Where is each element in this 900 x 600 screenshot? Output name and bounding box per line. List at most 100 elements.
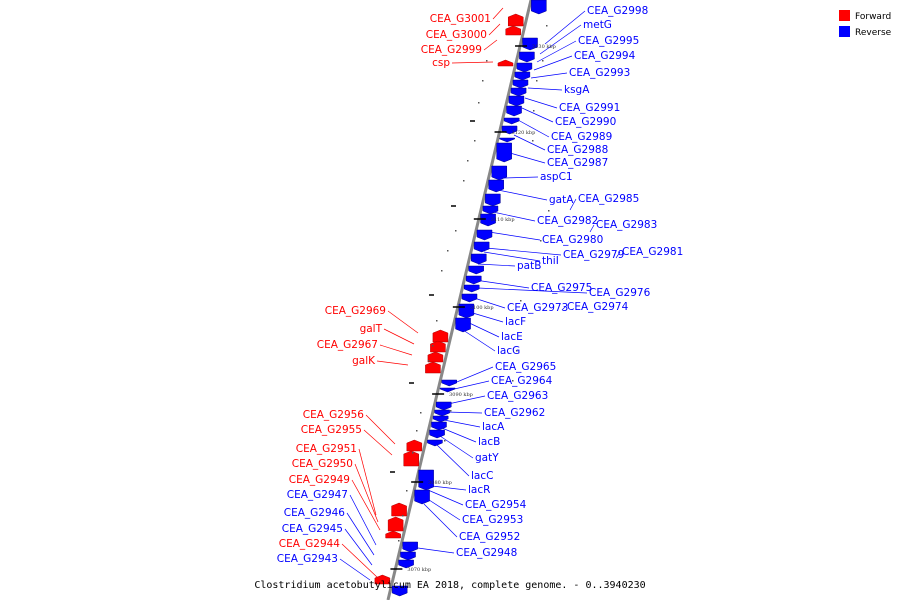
legend: Forward Reverse <box>839 10 892 38</box>
reverse-gene-block <box>516 62 533 73</box>
gene-label: CEA_G2985 <box>578 193 639 205</box>
reverse-gene-block <box>455 317 471 333</box>
label-connector <box>536 40 577 63</box>
position-marker <box>520 300 522 302</box>
reverse-gene-block <box>414 489 430 505</box>
label-connector <box>477 287 588 294</box>
reverse-gene-block <box>531 0 547 15</box>
reverse-gene-block <box>468 265 484 275</box>
label-connector <box>445 411 483 414</box>
forward-gene-block <box>374 574 391 585</box>
label-connector <box>365 414 396 445</box>
gene-label: CEA_G2999 <box>421 44 482 56</box>
label-connector <box>509 152 546 164</box>
genome-caption: Clostridium acetobutylicum EA 2018, comp… <box>254 580 645 591</box>
label-connector <box>477 263 516 267</box>
gene-label: CEA_G2983 <box>596 219 657 231</box>
gene-label: galK <box>352 355 376 367</box>
gene-label: lacC <box>471 470 493 482</box>
tick-label: 3110 kbp <box>491 217 515 223</box>
label-connector <box>344 528 373 566</box>
label-connector <box>443 419 481 428</box>
genome-axis <box>386 0 533 600</box>
gene-label: CEA_G2993 <box>569 67 630 79</box>
label-connector <box>615 251 621 259</box>
position-marker <box>428 360 430 362</box>
position-marker <box>482 80 484 82</box>
gene-label: CEA_G2943 <box>277 553 338 565</box>
gene-features <box>374 0 547 597</box>
forward-gene-block <box>387 516 404 532</box>
tick-label: 3090 kbp <box>449 392 473 398</box>
reverse-gene-block <box>439 387 456 393</box>
gene-label: CEA_G2981 <box>622 246 683 258</box>
reverse-gene-block <box>519 51 535 63</box>
position-marker <box>486 60 488 62</box>
position-marker <box>478 102 480 104</box>
gene-label: CEA_G3000 <box>426 29 487 41</box>
legend-reverse-label: Reverse <box>855 28 892 38</box>
gene-label: CEA_G2976 <box>589 287 651 299</box>
forward-gene-block <box>505 25 521 36</box>
reverse-gene-block <box>485 193 501 207</box>
gene-label: CEA_G2995 <box>578 35 639 47</box>
reverse-gene-block <box>466 275 482 285</box>
position-marker <box>420 412 422 414</box>
gene-label: lacR <box>468 484 490 496</box>
gene-label: csp <box>432 57 450 69</box>
label-connector <box>517 119 550 138</box>
position-marker <box>406 490 408 492</box>
forward-gene-block <box>425 361 441 374</box>
reverse-gene-block <box>503 117 520 125</box>
reverse-gene-block <box>471 253 487 265</box>
label-connector <box>488 231 541 241</box>
reverse-gene-block <box>491 165 508 181</box>
gene-label: CEA_G2974 <box>567 301 629 313</box>
label-connector <box>427 489 464 506</box>
tick-label: 3100 kbp <box>470 305 494 311</box>
forward-gene-block <box>432 329 449 343</box>
gene-label: CEA_G2988 <box>547 144 608 156</box>
label-connector <box>346 512 375 556</box>
gene-label: CEA_G2979 <box>563 249 624 261</box>
reverse-gene-block <box>464 284 480 293</box>
gene-label: CEA_G2964 <box>491 375 553 387</box>
tick-label: 3130 kbp <box>532 44 556 50</box>
label-connector <box>492 211 536 222</box>
reverse-gene-block <box>441 379 457 387</box>
reverse-gene-block <box>476 229 493 241</box>
reverse-gene-block <box>436 401 452 411</box>
label-connector <box>561 306 566 311</box>
label-connector <box>431 485 467 491</box>
gene-label: CEA_G2956 <box>303 409 365 421</box>
gene-label: CEA_G2973 <box>507 302 568 314</box>
tick-label: 3070 kbp <box>407 567 431 573</box>
label-connector <box>483 251 541 262</box>
gene-label: CEA_G2998 <box>587 5 648 17</box>
gene-label: metG <box>583 19 612 31</box>
reverse-gene-block <box>427 439 443 447</box>
reverse-gene-block <box>482 205 499 215</box>
reverse-gene-block <box>391 585 408 597</box>
position-marker <box>536 80 538 82</box>
label-connector <box>524 97 558 109</box>
forward-gene-block <box>406 439 423 452</box>
gene-label: CEA_G2952 <box>459 531 520 543</box>
reverse-gene-block <box>488 179 504 193</box>
position-marker <box>516 350 518 352</box>
gene-label: CEA_G2991 <box>559 102 620 114</box>
label-connector <box>387 310 419 334</box>
label-connector <box>339 558 371 581</box>
gene-label: lacG <box>497 345 520 357</box>
gene-label: CEA_G2967 <box>317 339 378 351</box>
gene-label: lacF <box>505 316 526 328</box>
reverse-gene-block <box>431 421 447 431</box>
forward-gene-block <box>391 502 407 517</box>
position-marker <box>450 410 452 412</box>
gene-label: gatA <box>549 194 574 206</box>
reverse-gene-block <box>461 293 478 303</box>
label-connector <box>449 380 490 391</box>
label-connector <box>354 463 379 523</box>
position-marker <box>467 160 469 162</box>
label-connector <box>341 543 379 579</box>
